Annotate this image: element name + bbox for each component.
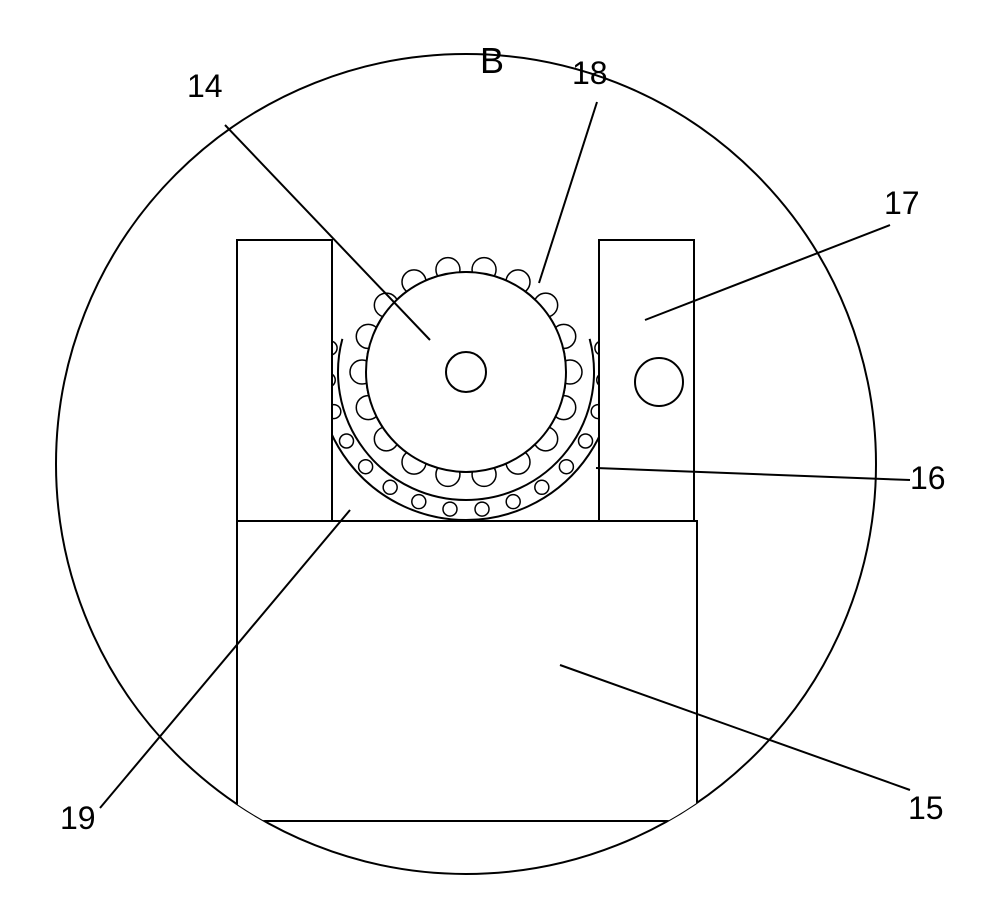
callout-15: 15 (908, 790, 944, 827)
callout-19: 19 (60, 800, 96, 837)
callout-18: 18 (572, 55, 608, 92)
callout-17: 17 (884, 185, 920, 222)
callout-16: 16 (910, 460, 946, 497)
technical-diagram: B 14 18 17 16 15 19 (0, 20, 1000, 902)
callout-14: 14 (187, 68, 223, 105)
diagram-svg (0, 20, 1000, 902)
detail-view-label: B (480, 40, 504, 82)
